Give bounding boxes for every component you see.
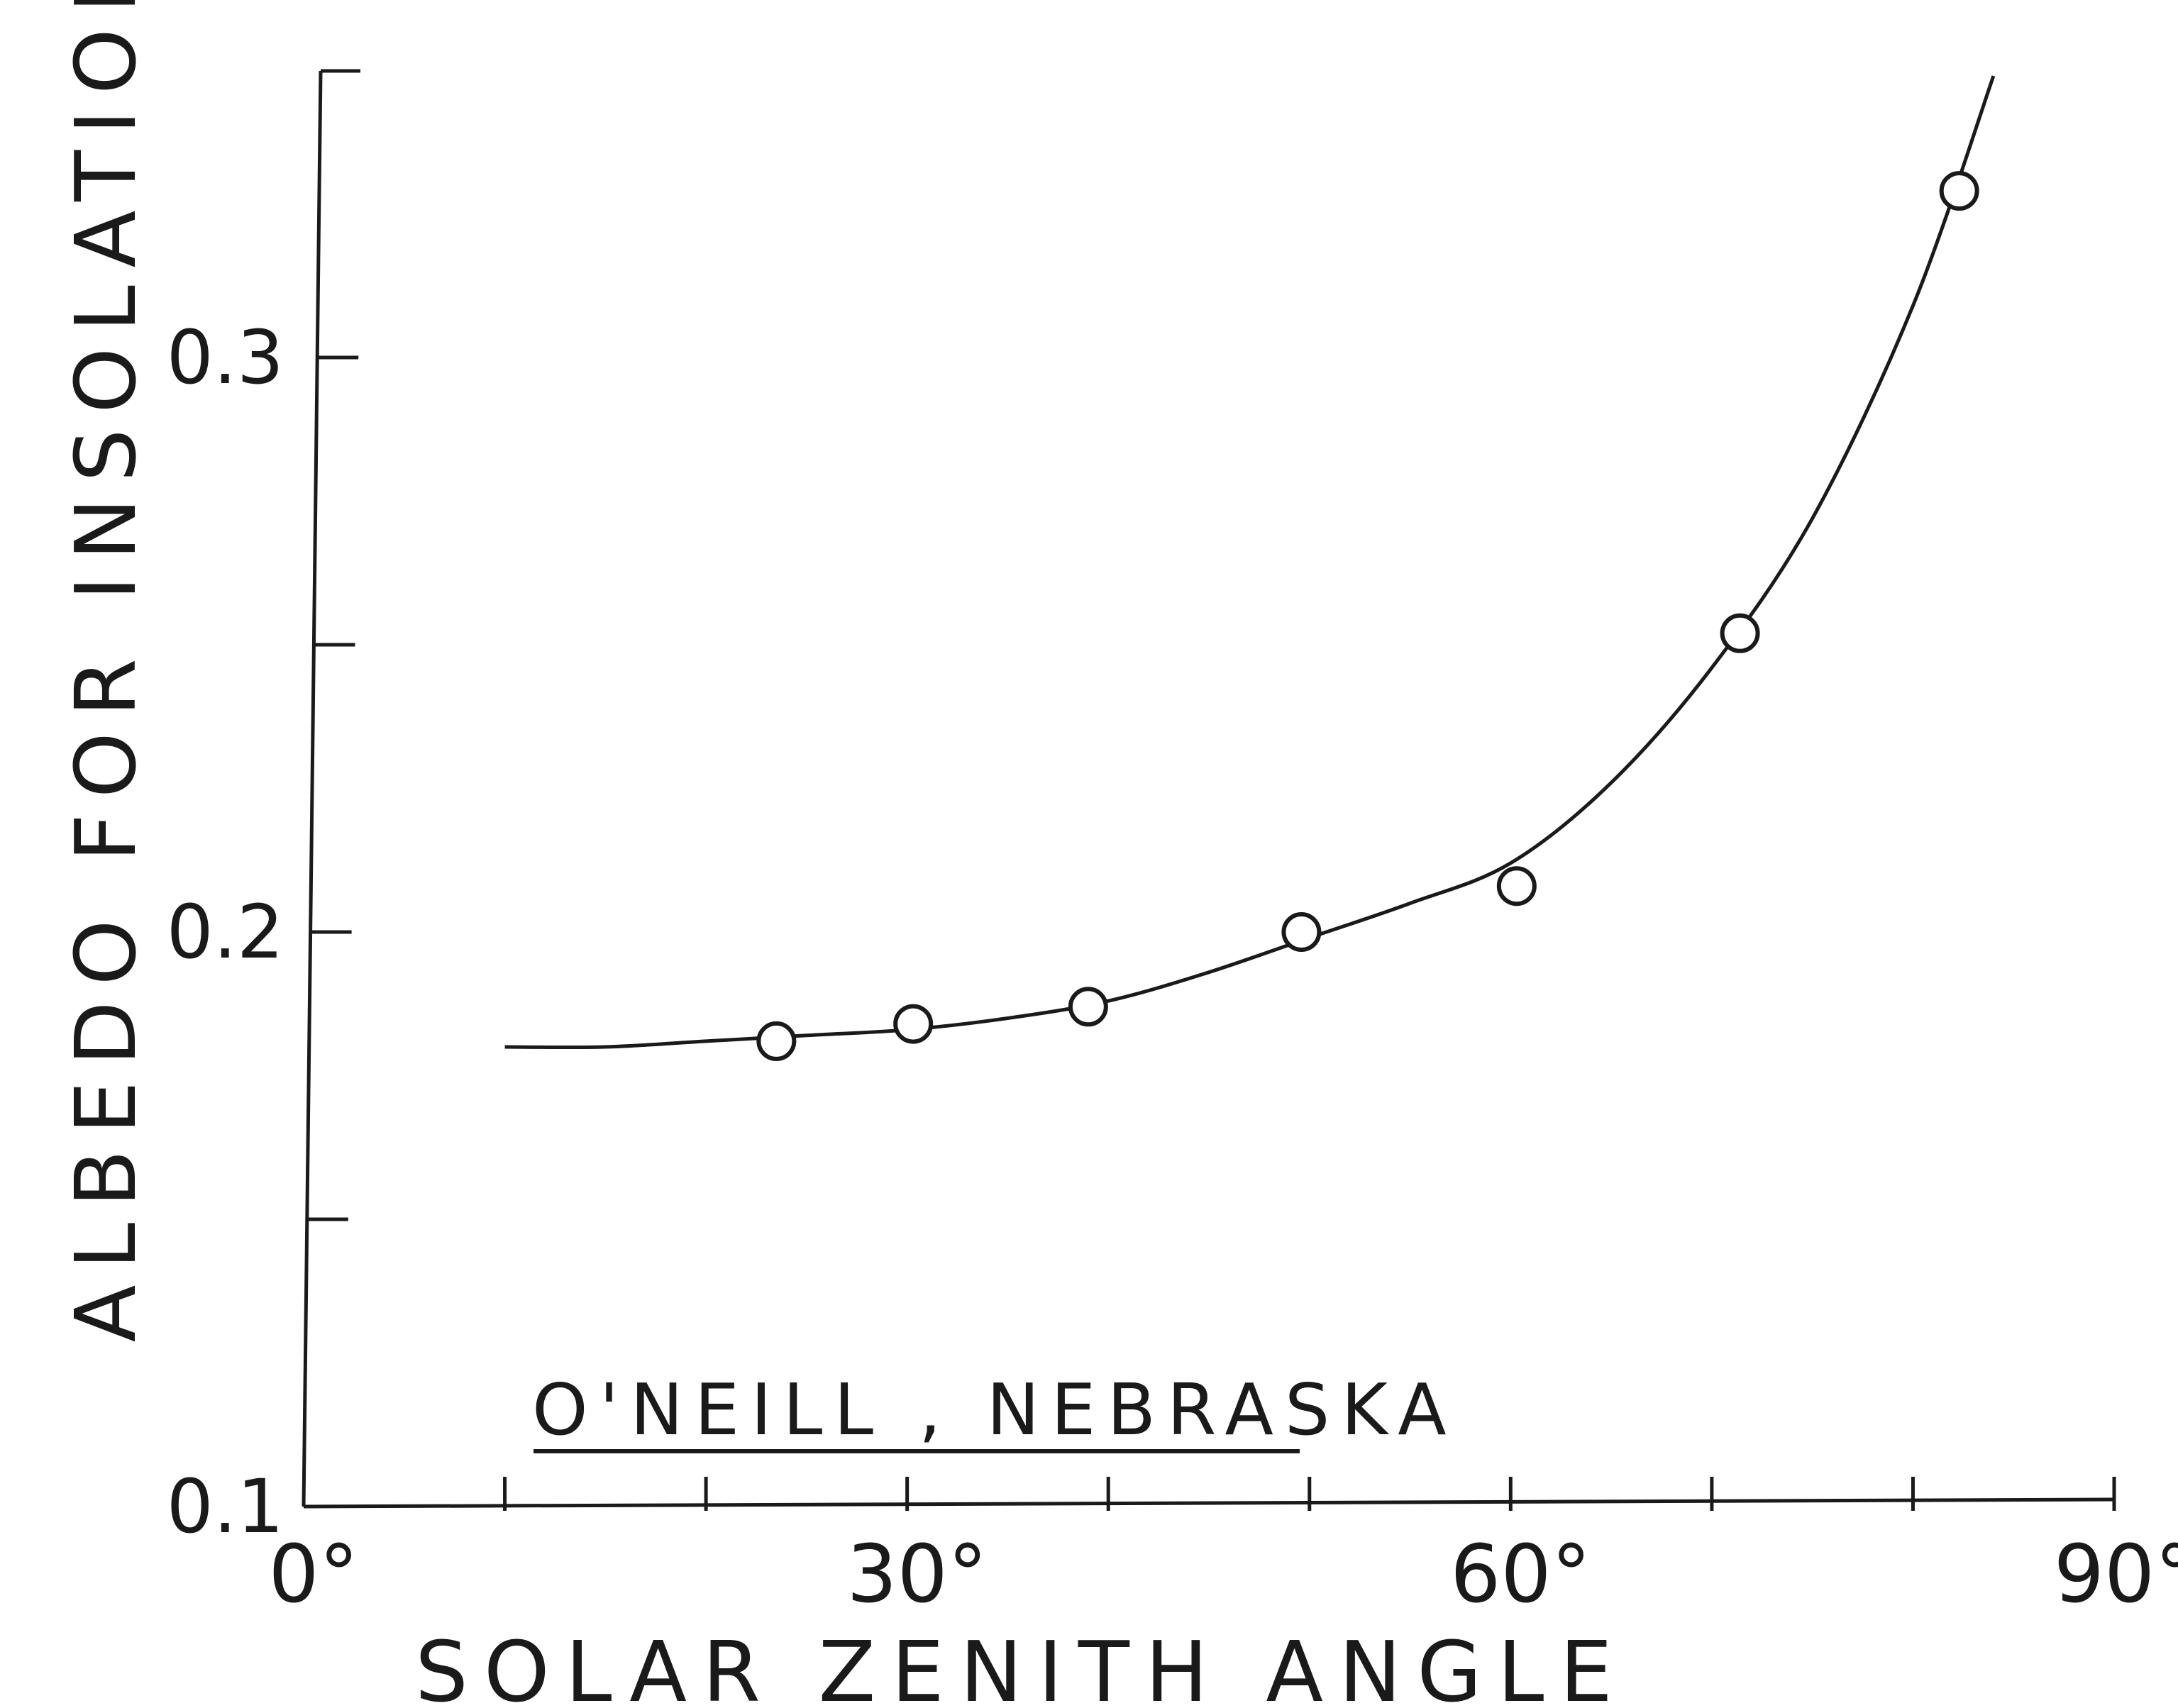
y-axis-title: ALBEDO FOR INSOLATION [57,0,155,1342]
fitted-curve [504,75,1996,1050]
data-points [756,171,1979,1061]
y-axis-line [302,70,323,1507]
x-axis-line [303,1497,2115,1509]
site-annotation: O'NEILL , NEBRASKA [532,1368,1458,1451]
y-tick-label: 0.1 [167,1463,284,1550]
axis-tick-labels: 0° 30° 60° 90° 0.1 0.2 0.3 [167,314,2178,1621]
x-tick-label: 30° [846,1529,988,1621]
chart-axes [302,69,2115,1509]
x-tick-label: 90° [2054,1529,2178,1621]
axis-ticks [306,355,2116,1511]
data-point [1068,987,1108,1027]
data-point [1939,171,1979,211]
x-tick-label: 0° [268,1529,358,1621]
y-tick-label: 0.2 [167,889,284,975]
data-point [756,1021,797,1061]
x-tick-label: 60° [1450,1529,1591,1621]
data-point [893,1004,934,1044]
data-point [1720,613,1760,653]
y-tick-label: 0.3 [167,314,284,401]
data-point [1496,866,1537,906]
x-axis-title: SOLAR ZENITH ANGLE [415,1623,1628,1708]
data-point [1281,912,1322,952]
